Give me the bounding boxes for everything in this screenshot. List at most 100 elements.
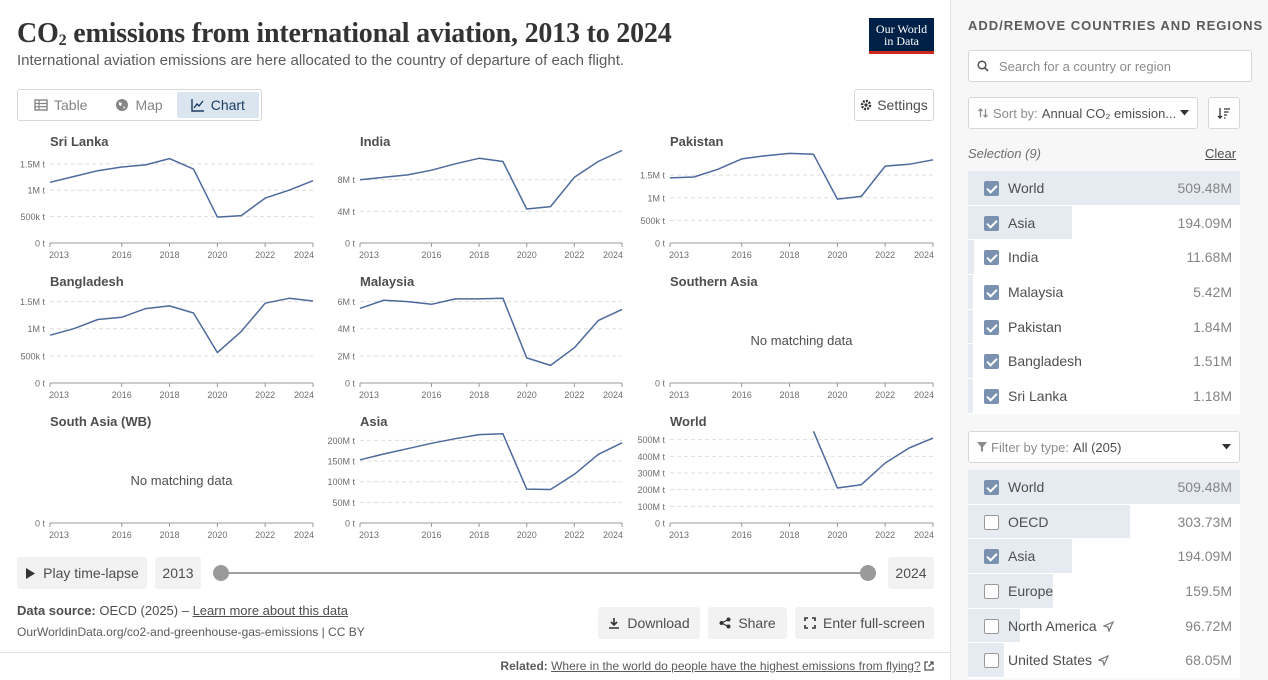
entity-item-united-states[interactable]: United States 68.05M (968, 643, 1240, 679)
x-tick-label: 2020 (207, 390, 227, 400)
x-tick-label: 2018 (469, 530, 489, 540)
selected-item-india[interactable]: India 11.68M (968, 240, 1240, 276)
sort-select[interactable]: Sort by: Annual CO₂ emission... (968, 97, 1198, 129)
end-year-label[interactable]: 2024 (888, 557, 934, 589)
related-link[interactable]: Where in the world do people have the hi… (551, 659, 921, 673)
series-line-asia (359, 433, 623, 491)
checkbox[interactable] (984, 285, 999, 301)
y-tick-label: 0 t (345, 239, 356, 249)
checkbox[interactable] (984, 389, 999, 405)
clear-selection-button[interactable]: Clear (1205, 146, 1237, 161)
location-arrow-icon (1101, 620, 1114, 633)
x-tick-label: 2013 (359, 390, 379, 400)
start-year-handle[interactable] (213, 565, 229, 581)
value-bar (968, 379, 974, 413)
entity-value: 1.51M (1193, 353, 1232, 370)
selected-item-sri-lanka[interactable]: Sri Lanka 1.18M (968, 379, 1240, 414)
x-tick-label: 2016 (421, 530, 441, 540)
selected-item-bangladesh[interactable]: Bangladesh 1.51M (968, 344, 1240, 380)
search-box[interactable] (968, 50, 1252, 82)
checkbox[interactable] (984, 549, 999, 565)
y-tick-label: 4M t (337, 324, 355, 334)
search-input[interactable] (997, 57, 1237, 75)
no-data-message: No matching data (131, 473, 234, 488)
series-line-pakistan (669, 152, 934, 200)
selected-item-world[interactable]: World 509.48M (968, 171, 1240, 206)
entity-item-asia[interactable]: Asia 194.09M (968, 539, 1240, 575)
checkbox[interactable] (984, 319, 999, 335)
panel-title-malaysia: Malaysia (360, 274, 415, 289)
main-panel: CO2 emissions from international aviatio… (0, 18, 950, 673)
checkbox[interactable] (984, 215, 999, 231)
entity-name: Europe (1008, 583, 1054, 600)
x-tick-label: 2020 (517, 250, 537, 260)
y-tick-label: 150M t (327, 457, 355, 467)
y-tick-label: 100M t (327, 477, 355, 487)
checkbox[interactable] (984, 181, 999, 196)
gear-icon (861, 99, 872, 111)
x-tick-label: 2024 (294, 390, 314, 400)
type-filter-select[interactable]: Filter by type: All (205) (968, 431, 1240, 463)
value-bar (968, 470, 1240, 504)
checkbox[interactable] (984, 618, 999, 634)
selected-item-malaysia[interactable]: Malaysia 5.42M (968, 275, 1240, 310)
x-tick-label: 2018 (469, 390, 489, 400)
checkbox[interactable] (984, 354, 999, 370)
sort-direction-button[interactable] (1208, 97, 1240, 129)
play-timelapse-button[interactable]: Play time-lapse (17, 557, 147, 589)
x-tick-label: 2020 (827, 390, 847, 400)
checkbox[interactable] (984, 584, 999, 600)
filter-icon (977, 442, 987, 452)
x-tick-label: 2018 (469, 250, 489, 260)
tab-map[interactable]: Map (101, 92, 176, 118)
learn-more-link[interactable]: Learn more about this data (192, 603, 348, 618)
x-tick-label: 2024 (294, 250, 314, 260)
fullscreen-button[interactable]: Enter full-screen (795, 607, 934, 639)
owid-logo[interactable]: Our World in Data (869, 18, 934, 54)
download-button[interactable]: Download (598, 607, 700, 639)
y-tick-label: 200M t (327, 436, 355, 446)
entity-item-north-america[interactable]: North America 96.72M (968, 608, 1240, 644)
x-tick-label: 2020 (827, 250, 847, 260)
checkbox[interactable] (984, 250, 999, 266)
start-year-label[interactable]: 2013 (155, 557, 201, 589)
entity-value: 159.5M (1185, 583, 1232, 600)
end-year-handle[interactable] (860, 565, 876, 581)
x-tick-label: 2018 (780, 250, 800, 260)
settings-button[interactable]: Settings (854, 89, 934, 121)
x-tick-label: 2013 (359, 530, 379, 540)
entity-value: 1.18M (1193, 388, 1232, 405)
checkbox[interactable] (984, 480, 999, 495)
share-button[interactable]: Share (708, 607, 787, 639)
y-tick-label: 500k t (20, 351, 45, 361)
external-link-icon (924, 661, 934, 671)
checkbox[interactable] (984, 514, 999, 530)
entity-name: World (1008, 180, 1045, 196)
entity-item-oecd[interactable]: OECD 303.73M (968, 504, 1240, 540)
tab-chart[interactable]: Chart (176, 92, 259, 118)
tab-table[interactable]: Table (20, 92, 101, 118)
chart-subtitle: International aviation emissions are her… (17, 52, 625, 69)
checkbox[interactable] (984, 653, 999, 669)
entity-item-world[interactable]: World 509.48M (968, 470, 1240, 505)
table-icon (34, 99, 48, 111)
line-chart-icon (191, 99, 204, 112)
entity-item-europe[interactable]: Europe 159.5M (968, 574, 1240, 609)
series-line-malaysia (359, 297, 623, 367)
x-tick-label: 2022 (564, 250, 584, 260)
caret-down-icon (1180, 110, 1189, 116)
selected-item-asia[interactable]: Asia 194.09M (968, 205, 1240, 241)
timeline-track[interactable] (221, 572, 867, 574)
panel-title-bangladesh: Bangladesh (50, 274, 124, 289)
x-tick-label: 2024 (914, 390, 934, 400)
selected-list: World 509.48M Asia 194.09M India 11.68M Malays… (968, 171, 1240, 414)
entity-name: Asia (1008, 214, 1036, 231)
y-tick-label: 200M t (637, 485, 665, 495)
y-tick-label: 8M t (337, 175, 355, 185)
x-tick-label: 2024 (603, 250, 623, 260)
selected-item-pakistan[interactable]: Pakistan 1.84M (968, 309, 1240, 345)
x-tick-label: 2022 (564, 530, 584, 540)
x-tick-label: 2016 (421, 390, 441, 400)
no-data-message: No matching data (751, 333, 854, 348)
all-entities-list: World 509.48M OECD 303.73M Asia 194.09M Europe… (968, 470, 1240, 679)
